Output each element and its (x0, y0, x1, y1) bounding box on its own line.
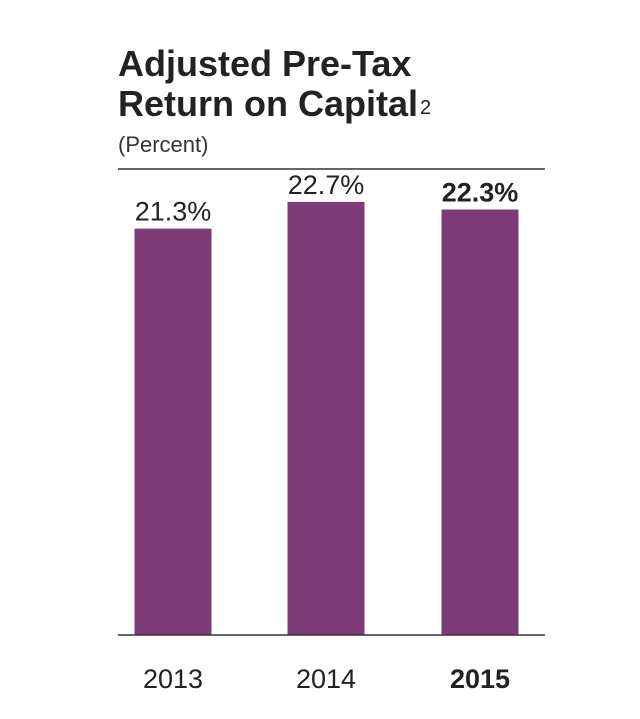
chart-title-line-2: Return on Capital 2 (118, 84, 431, 124)
chart-title-line-1: Adjusted Pre-Tax (118, 43, 412, 84)
footnote-superscript: 2 (420, 97, 432, 119)
bar-2015 (441, 209, 519, 635)
value-label-2013: 21.3% (135, 197, 212, 227)
chart-title: Adjusted Pre-Tax Return on Capital 2 (118, 44, 431, 124)
chart-title-line-2-text: Return on Capital (118, 83, 419, 124)
x-tick-label-2014: 2014 (296, 664, 356, 694)
value-label-2015: 22.3% (442, 178, 519, 208)
bar-2013 (134, 228, 212, 635)
x-tick-label-2013: 2013 (143, 664, 203, 694)
bar-2014 (287, 201, 365, 636)
chart-subtitle: (Percent) (118, 132, 209, 157)
x-tick-label-2015: 2015 (450, 664, 510, 694)
value-label-2014: 22.7% (288, 170, 365, 200)
